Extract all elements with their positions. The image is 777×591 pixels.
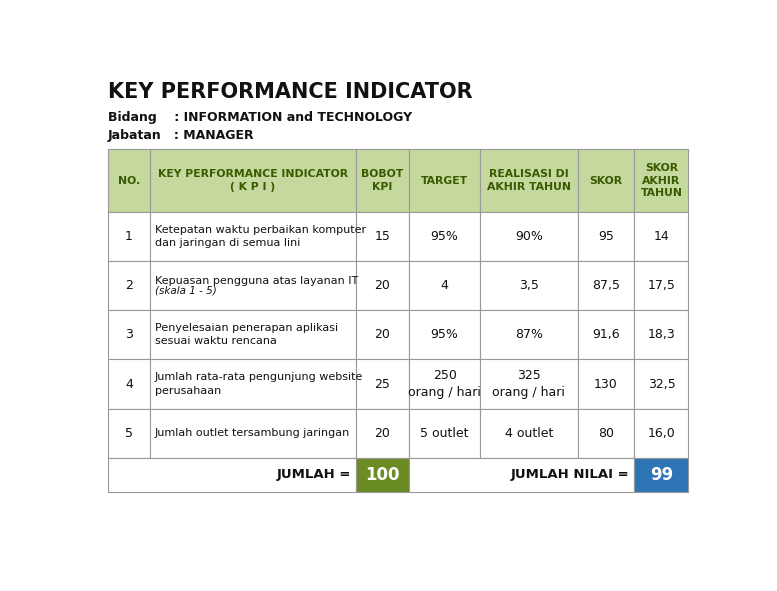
Text: 20: 20 [375, 427, 391, 440]
Bar [635, 457, 688, 492]
Text: KEY PERFORMANCE INDICATOR
( K P I ): KEY PERFORMANCE INDICATOR ( K P I ) [158, 169, 348, 192]
Bar [577, 212, 635, 261]
Bar [480, 212, 577, 261]
Text: 16,0: 16,0 [647, 427, 675, 440]
Bar [108, 261, 150, 310]
Bar [635, 261, 688, 310]
Text: TARGET: TARGET [421, 176, 469, 186]
Bar [150, 261, 356, 310]
Text: 100: 100 [365, 466, 400, 484]
Text: 2: 2 [125, 279, 133, 292]
Bar [635, 359, 688, 408]
Bar [108, 457, 356, 492]
Text: 80: 80 [598, 427, 614, 440]
Text: REALISASI DI
AKHIR TAHUN: REALISASI DI AKHIR TAHUN [487, 169, 571, 192]
Bar [150, 149, 356, 212]
Text: (skala 1 - 5): (skala 1 - 5) [155, 285, 216, 296]
Text: KEY PERFORMANCE INDICATOR: KEY PERFORMANCE INDICATOR [108, 82, 472, 102]
Bar [356, 408, 409, 457]
Bar [480, 408, 577, 457]
Text: 325
orang / hari: 325 orang / hari [493, 369, 565, 399]
Text: 90%: 90% [515, 230, 543, 243]
Text: 32,5: 32,5 [647, 378, 675, 391]
Text: NO.: NO. [118, 176, 140, 186]
Text: 18,3: 18,3 [647, 329, 675, 342]
Bar [635, 149, 688, 212]
Text: SKOR: SKOR [590, 176, 622, 186]
Bar [356, 310, 409, 359]
Text: Ketepatan waktu perbaikan komputer
dan jaringan di semua lini: Ketepatan waktu perbaikan komputer dan j… [155, 225, 366, 248]
Bar [150, 408, 356, 457]
Text: Bidang    : INFORMATION and TECHNOLOGY: Bidang : INFORMATION and TECHNOLOGY [108, 111, 412, 124]
Text: 250
orang / hari: 250 orang / hari [408, 369, 481, 399]
Bar [409, 261, 480, 310]
Text: 3,5: 3,5 [519, 279, 538, 292]
Bar [356, 261, 409, 310]
Text: 1: 1 [125, 230, 133, 243]
Text: Jumlah rata-rata pengunjung website
perusahaan: Jumlah rata-rata pengunjung website peru… [155, 372, 363, 395]
Bar [577, 408, 635, 457]
Bar [480, 261, 577, 310]
Text: JUMLAH =: JUMLAH = [277, 468, 351, 481]
Bar [409, 149, 480, 212]
Bar [356, 149, 409, 212]
Text: Jabatan   : MANAGER: Jabatan : MANAGER [108, 129, 255, 142]
Bar [108, 310, 150, 359]
Text: 15: 15 [375, 230, 391, 243]
Bar [108, 359, 150, 408]
Text: 87%: 87% [515, 329, 543, 342]
Text: 4: 4 [125, 378, 133, 391]
Bar [108, 408, 150, 457]
Text: BOBOT
KPI: BOBOT KPI [361, 169, 404, 192]
Bar [409, 212, 480, 261]
Text: 20: 20 [375, 329, 391, 342]
Bar [480, 359, 577, 408]
Bar [635, 408, 688, 457]
Text: 87,5: 87,5 [592, 279, 620, 292]
Bar [150, 359, 356, 408]
Text: 20: 20 [375, 279, 391, 292]
Bar [480, 149, 577, 212]
Text: 5: 5 [125, 427, 133, 440]
Bar [577, 310, 635, 359]
Text: 3: 3 [125, 329, 133, 342]
Bar [356, 457, 409, 492]
Text: 4: 4 [441, 279, 448, 292]
Text: 14: 14 [653, 230, 669, 243]
Bar [635, 310, 688, 359]
Bar [480, 310, 577, 359]
Text: 17,5: 17,5 [647, 279, 675, 292]
Text: 95%: 95% [430, 230, 458, 243]
Bar [409, 310, 480, 359]
Bar [409, 408, 480, 457]
Text: 130: 130 [594, 378, 618, 391]
Bar [577, 149, 635, 212]
Bar [577, 359, 635, 408]
Bar [108, 212, 150, 261]
Text: 99: 99 [650, 466, 673, 484]
Bar [108, 149, 150, 212]
Text: 5 outlet: 5 outlet [420, 427, 469, 440]
Bar [150, 310, 356, 359]
Text: Jumlah outlet tersambung jaringan: Jumlah outlet tersambung jaringan [155, 428, 350, 438]
Text: Penyelesaian penerapan aplikasi
sesuai waktu rencana: Penyelesaian penerapan aplikasi sesuai w… [155, 323, 338, 346]
Text: 91,6: 91,6 [592, 329, 620, 342]
Bar [577, 261, 635, 310]
Text: Kepuasan pengguna atas layanan IT: Kepuasan pengguna atas layanan IT [155, 276, 358, 285]
Text: 95: 95 [598, 230, 614, 243]
Text: 4 outlet: 4 outlet [504, 427, 553, 440]
Text: JUMLAH NILAI =: JUMLAH NILAI = [511, 468, 629, 481]
Bar [356, 212, 409, 261]
Bar [409, 457, 635, 492]
Text: SKOR
AKHIR
TAHUN: SKOR AKHIR TAHUN [640, 163, 682, 199]
Text: 95%: 95% [430, 329, 458, 342]
Text: 25: 25 [375, 378, 391, 391]
Bar [635, 212, 688, 261]
Bar [150, 212, 356, 261]
Bar [409, 359, 480, 408]
Bar [356, 359, 409, 408]
